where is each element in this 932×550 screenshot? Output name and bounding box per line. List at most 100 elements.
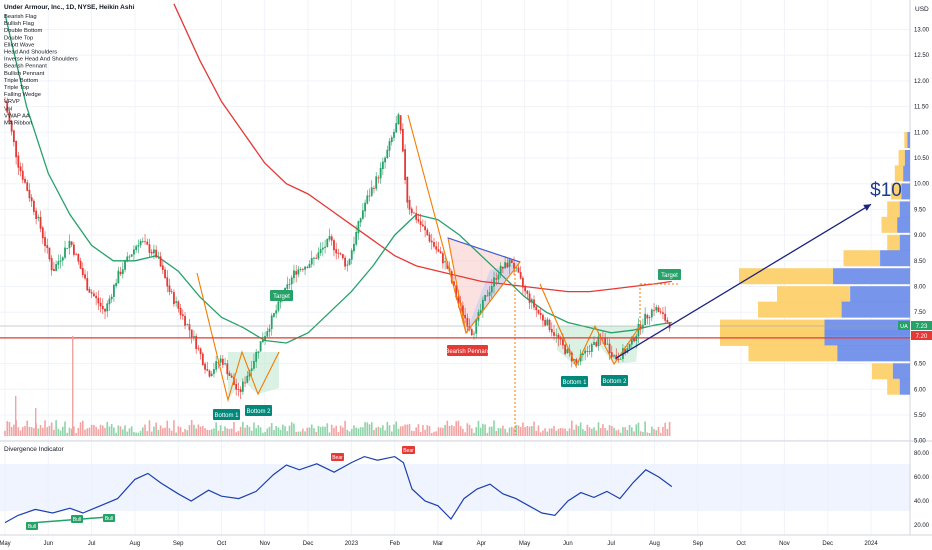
- candle-body: [504, 262, 507, 269]
- volume-profile-down: [833, 268, 910, 285]
- candle-body: [30, 197, 33, 202]
- volume-bar: [377, 426, 380, 436]
- volume-bar: [115, 432, 117, 436]
- volume-bar: [297, 431, 300, 436]
- volume-bar: [77, 428, 80, 436]
- bull-badge-1[interactable]: [26, 522, 38, 530]
- price-tick: 5.00: [914, 439, 926, 445]
- candle-body: [637, 323, 640, 337]
- volume-bar: [237, 430, 240, 436]
- candle-body: [366, 195, 369, 204]
- volume-bar: [419, 431, 422, 436]
- volume-bar: [522, 422, 524, 436]
- volume-bar: [202, 426, 204, 436]
- candle-body: [99, 302, 102, 307]
- bottom1-label-a: Bottom 1: [214, 413, 239, 419]
- volume-bar: [653, 428, 655, 436]
- candle-body: [8, 111, 11, 122]
- volume-bar: [150, 431, 153, 436]
- bottom1-badge-b[interactable]: [561, 376, 588, 387]
- volume-bar: [655, 430, 658, 436]
- bottom2-badge-a[interactable]: [245, 405, 272, 416]
- volume-profile-down: [897, 216, 910, 233]
- time-tick: Jul: [607, 541, 615, 547]
- volume-bar: [306, 427, 309, 436]
- candle-body: [384, 157, 386, 163]
- volume-bar: [135, 432, 137, 436]
- last-price-label: 7.23: [916, 324, 928, 330]
- bear-badge-1[interactable]: [331, 453, 344, 461]
- volume-bar: [526, 426, 529, 436]
- candle-body: [533, 299, 535, 308]
- legend-item: Bearish Pennant: [4, 64, 47, 70]
- candle-body: [646, 314, 649, 319]
- candle-body: [368, 195, 371, 197]
- volume-profile-down: [899, 201, 910, 218]
- candle-body: [277, 301, 280, 311]
- volume-bar: [404, 424, 406, 436]
- time-tick: Dec: [303, 541, 314, 547]
- bottom1-badge-a[interactable]: [213, 409, 240, 420]
- volume-bar: [8, 421, 11, 436]
- volume-bar: [266, 428, 269, 436]
- volume-bar: [242, 421, 244, 436]
- divergence-band: [0, 464, 910, 511]
- legend-item: Double Bottom: [4, 28, 43, 34]
- candle-body: [461, 305, 464, 316]
- volume-profile-up: [748, 345, 838, 362]
- volume-bar: [130, 426, 133, 436]
- volume-bar: [484, 424, 486, 436]
- volume-bar: [502, 425, 504, 436]
- legend-item: Bearish Flag: [4, 14, 37, 20]
- candle-body: [659, 311, 662, 313]
- volume-bar: [315, 431, 317, 436]
- volume-bar: [555, 430, 558, 436]
- candle-body: [177, 301, 180, 309]
- target-badge-1[interactable]: [270, 290, 293, 301]
- volume-bar: [326, 423, 329, 436]
- candle-body: [299, 269, 302, 270]
- volume-bar: [479, 427, 482, 436]
- candle-body: [53, 269, 55, 271]
- divergence-title: Divergence Indicator: [4, 446, 64, 453]
- time-tick: Sep: [173, 541, 184, 547]
- candle-body: [415, 213, 418, 220]
- candle-body: [141, 241, 144, 243]
- bottom2-badge-b[interactable]: [601, 375, 628, 386]
- volume-bar: [37, 428, 40, 436]
- volume-bar: [44, 420, 46, 436]
- projection-arrowhead: [863, 204, 871, 211]
- candle-body: [464, 314, 467, 319]
- candle-body: [537, 309, 540, 314]
- volume-bar: [577, 426, 580, 436]
- volume-profile-down: [899, 234, 910, 251]
- bull-badge-2[interactable]: [71, 515, 83, 523]
- candle-body: [184, 315, 186, 326]
- volume-bar: [439, 427, 442, 436]
- ma-red-line: [173, 3, 672, 293]
- candle-body: [113, 284, 115, 297]
- volume-bar: [10, 426, 13, 436]
- volume-bar: [75, 432, 77, 436]
- candle-body: [10, 120, 13, 132]
- candle-body: [564, 344, 567, 354]
- volume-bar: [108, 426, 111, 436]
- candle-body: [524, 286, 527, 292]
- candle-body: [290, 277, 293, 285]
- candle-body: [206, 369, 209, 371]
- candle-body: [97, 297, 100, 304]
- volume-spike: [15, 396, 17, 436]
- bear-badge-2[interactable]: [402, 446, 415, 454]
- candle-body: [148, 244, 151, 253]
- bearish-pennant-badge[interactable]: [447, 345, 488, 356]
- candle-body: [228, 373, 231, 377]
- candle-body: [550, 328, 553, 333]
- volume-bar: [282, 424, 284, 436]
- volume-bar: [642, 432, 644, 436]
- target-badge-2[interactable]: [658, 269, 681, 280]
- volume-profile-up: [758, 301, 842, 318]
- volume-bar: [182, 432, 184, 436]
- bull-badge-3[interactable]: [103, 514, 115, 522]
- volume-bar: [453, 426, 455, 436]
- volume-bar: [408, 424, 411, 436]
